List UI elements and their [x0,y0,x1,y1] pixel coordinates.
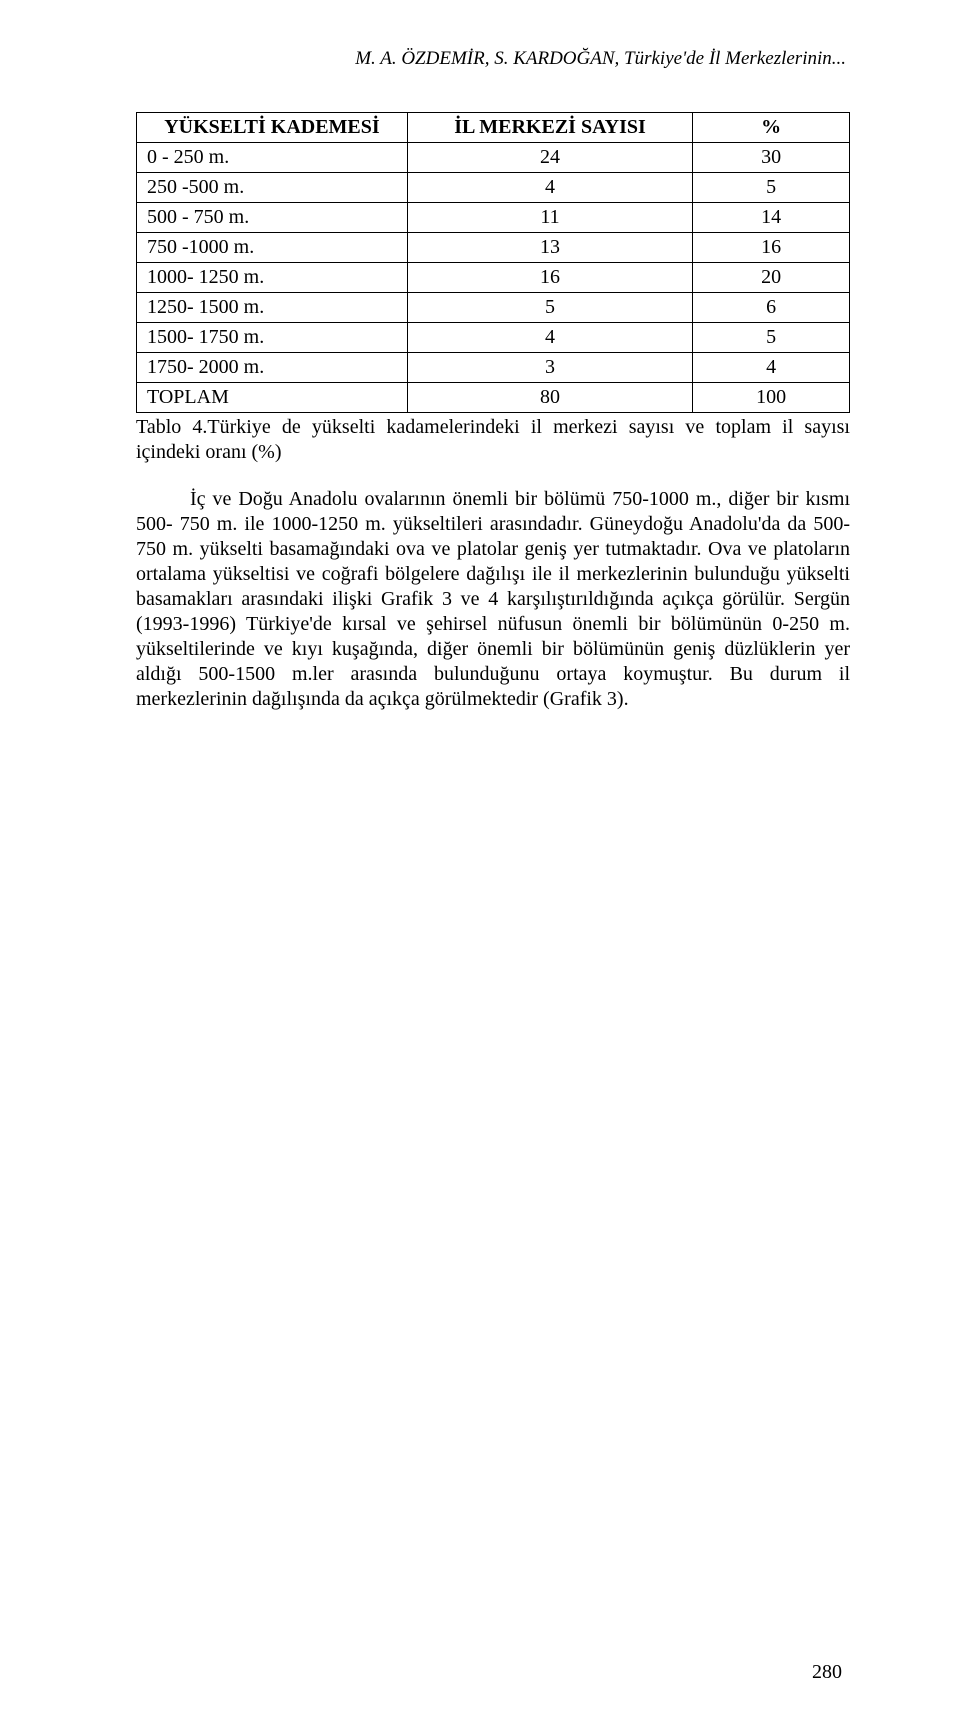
col-header-pct: % [693,113,850,143]
col-header-sayisi: İL MERKEZİ SAYISI [407,113,692,143]
cell-label: 250 -500 m. [137,173,408,203]
cell-pct: 100 [693,383,850,413]
cell-label: TOPLAM [137,383,408,413]
cell-label: 1250- 1500 m. [137,293,408,323]
cell-count: 13 [407,233,692,263]
cell-label: 0 - 250 m. [137,143,408,173]
table-header-row: YÜKSELTİ KADEMESİ İL MERKEZİ SAYISI % [137,113,850,143]
cell-count: 16 [407,263,692,293]
table-row: 500 - 750 m. 11 14 [137,203,850,233]
cell-count: 4 [407,173,692,203]
cell-pct: 5 [693,323,850,353]
cell-count: 11 [407,203,692,233]
col-header-kademesi: YÜKSELTİ KADEMESİ [137,113,408,143]
cell-label: 500 - 750 m. [137,203,408,233]
page-number: 280 [812,1661,842,1684]
document-page: M. A. ÖZDEMİR, S. KARDOĞAN, Türkiye'de İ… [0,0,960,1726]
cell-pct: 14 [693,203,850,233]
table-row: 1500- 1750 m. 4 5 [137,323,850,353]
table-row: 250 -500 m. 4 5 [137,173,850,203]
table-4: YÜKSELTİ KADEMESİ İL MERKEZİ SAYISI % 0 … [136,112,850,413]
cell-count: 80 [407,383,692,413]
cell-label: 750 -1000 m. [137,233,408,263]
cell-count: 3 [407,353,692,383]
table-row: 1250- 1500 m. 5 6 [137,293,850,323]
cell-pct: 4 [693,353,850,383]
cell-count: 24 [407,143,692,173]
table-row: 750 -1000 m. 13 16 [137,233,850,263]
cell-pct: 6 [693,293,850,323]
table-row: 1750- 2000 m. 3 4 [137,353,850,383]
cell-pct: 30 [693,143,850,173]
cell-pct: 20 [693,263,850,293]
cell-pct: 16 [693,233,850,263]
running-header: M. A. ÖZDEMİR, S. KARDOĞAN, Türkiye'de İ… [136,48,846,70]
table-row: 1000- 1250 m. 16 20 [137,263,850,293]
table-4-caption: Tablo 4.Türkiye de yükselti kadamelerind… [136,415,850,465]
cell-pct: 5 [693,173,850,203]
cell-count: 4 [407,323,692,353]
table-row: 0 - 250 m. 24 30 [137,143,850,173]
cell-label: 1500- 1750 m. [137,323,408,353]
cell-label: 1750- 2000 m. [137,353,408,383]
table-row-total: TOPLAM 80 100 [137,383,850,413]
cell-count: 5 [407,293,692,323]
body-paragraph: İç ve Doğu Anadolu ovalarının önemli bir… [136,487,850,712]
cell-label: 1000- 1250 m. [137,263,408,293]
